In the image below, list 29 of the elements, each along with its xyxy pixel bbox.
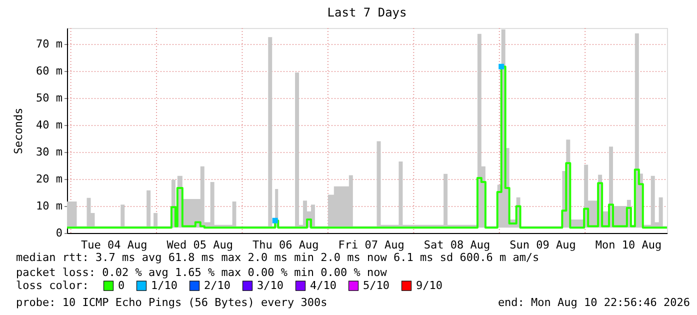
y-tick-label: 10 m — [36, 200, 63, 213]
y-axis-title: Seconds — [12, 108, 26, 154]
x-tick-label: Mon 10 Aug — [595, 238, 662, 252]
x-tick-label: Sat 08 Aug — [424, 238, 490, 252]
y-tick-label: 20 m — [36, 172, 63, 186]
x-tick-label: Tue 04 Aug — [81, 238, 148, 252]
y-tick-label: 60 m — [36, 64, 63, 78]
y-tick-label: 50 m — [36, 92, 63, 105]
legend-label: 5/10 — [363, 278, 390, 292]
y-tick-label: 70 m — [36, 38, 63, 51]
y-tick-label: 40 m — [36, 118, 63, 132]
text: median rtt: 3.7 ms avg 61.8 ms max 2.0 ms min 2.0 ms now 6.1 ms sd 600.6 m am/s — [16, 251, 540, 264]
chart-title: Last 7 Days — [327, 6, 407, 20]
legend-label: 4/10 — [310, 278, 336, 292]
x-tick-label: Sun 09 Aug — [510, 238, 576, 252]
legend-label: 3/10 — [257, 278, 284, 292]
legend-label: 1/10 — [151, 278, 178, 292]
x-tick-label: Wed 05 Aug — [166, 238, 233, 252]
legend-label: 2/10 — [204, 278, 230, 292]
legend-title: loss color: — [16, 279, 89, 292]
legend-label: 9/10 — [416, 278, 442, 292]
y-tick-label: 0 — [56, 226, 62, 240]
text: end: Mon Aug 10 22:56:46 2026 — [498, 296, 690, 309]
text: packet loss: 0.02 % avg 1.65 % max 0.00 % min 0.00 % now — [16, 266, 388, 279]
x-tick-label: Fri 07 Aug — [338, 238, 404, 252]
text: probe: 10 ICMP Echo Pings (56 Bytes) every 300s — [16, 296, 328, 309]
legend-label: 0 — [118, 278, 125, 292]
x-tick-label: Thu 06 Aug — [252, 238, 319, 252]
y-tick-label: 30 m — [36, 146, 63, 159]
